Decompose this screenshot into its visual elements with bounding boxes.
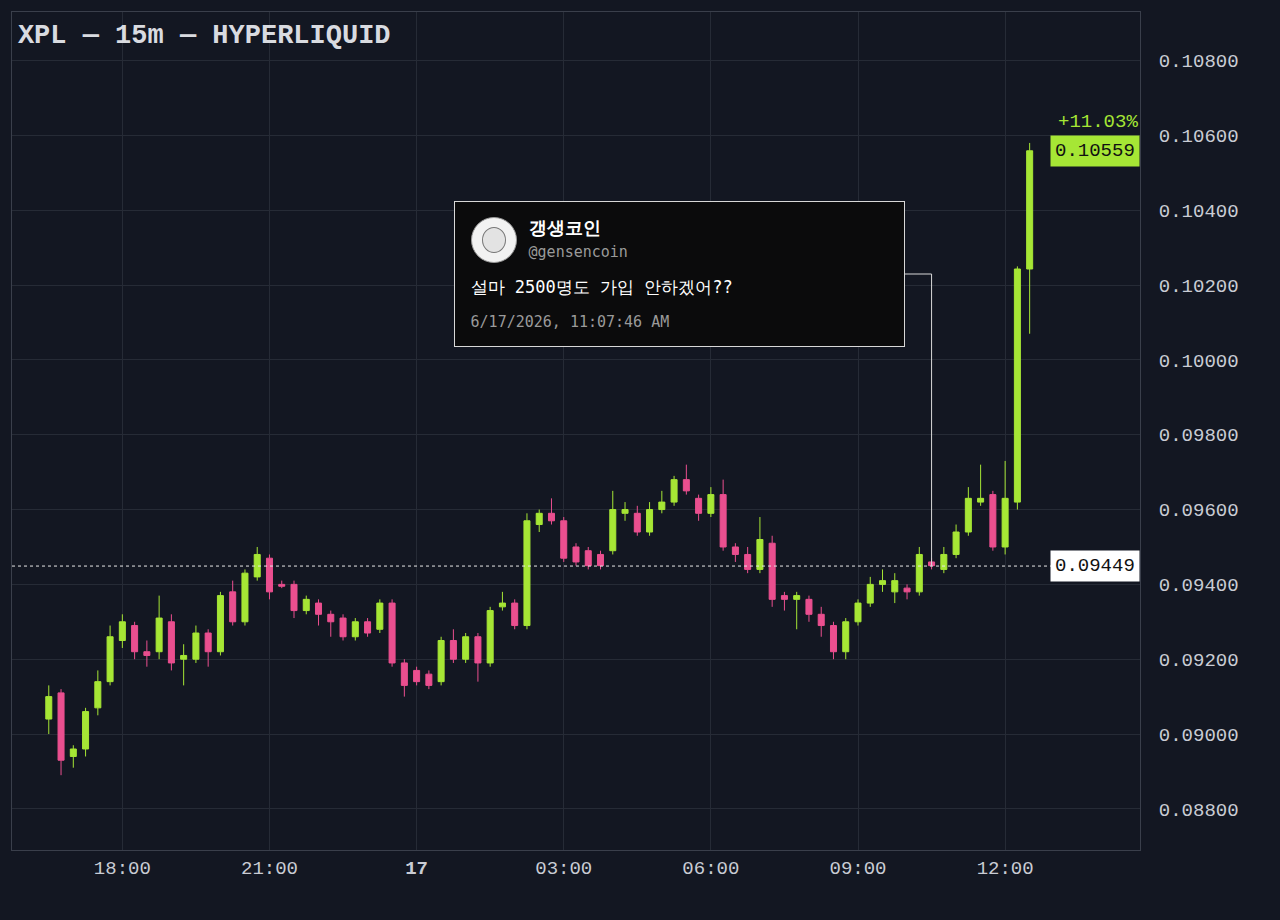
html-text:@gensencoin: @gensencoin xyxy=(528,243,628,261)
svg-text:18:00: 18:00 xyxy=(94,858,151,880)
svg-text:0.10000: 0.10000 xyxy=(1159,351,1239,373)
html-text:갱생코인: 갱생코인 xyxy=(528,217,601,238)
html-text:6/17/2026, 11:07:46 AM: 6/17/2026, 11:07:46 AM xyxy=(470,313,670,331)
svg-text:0.09800: 0.09800 xyxy=(1159,425,1239,447)
svg-text:12:00: 12:00 xyxy=(977,858,1034,880)
svg-text:0.10200: 0.10200 xyxy=(1159,276,1239,298)
svg-text:0.10800: 0.10800 xyxy=(1159,51,1239,73)
svg-text:0.09200: 0.09200 xyxy=(1159,650,1239,672)
svg-text:0.10559: 0.10559 xyxy=(1055,140,1135,162)
svg-text:0.09400: 0.09400 xyxy=(1159,575,1239,597)
svg-text:+11.03%: +11.03% xyxy=(1058,111,1138,133)
svg-text:0.10400: 0.10400 xyxy=(1159,201,1239,223)
svg-text:XPL — 15m — HYPERLIQUID: XPL — 15m — HYPERLIQUID xyxy=(18,21,391,51)
svg-text:21:00: 21:00 xyxy=(241,858,298,880)
svg-text:17: 17 xyxy=(405,858,428,880)
svg-text:09:00: 09:00 xyxy=(829,858,886,880)
html-text:설마 2500명도 가입 안하겠어??: 설마 2500명도 가입 안하겠어?? xyxy=(470,277,733,297)
svg-text:0.09449: 0.09449 xyxy=(1055,555,1135,577)
svg-text:03:00: 03:00 xyxy=(535,858,592,880)
svg-text:0.09600: 0.09600 xyxy=(1159,500,1239,522)
svg-text:0.10600: 0.10600 xyxy=(1159,126,1239,148)
svg-text:06:00: 06:00 xyxy=(682,858,739,880)
svg-text:0.08800: 0.08800 xyxy=(1159,800,1239,822)
svg-text:0.09000: 0.09000 xyxy=(1159,725,1239,747)
